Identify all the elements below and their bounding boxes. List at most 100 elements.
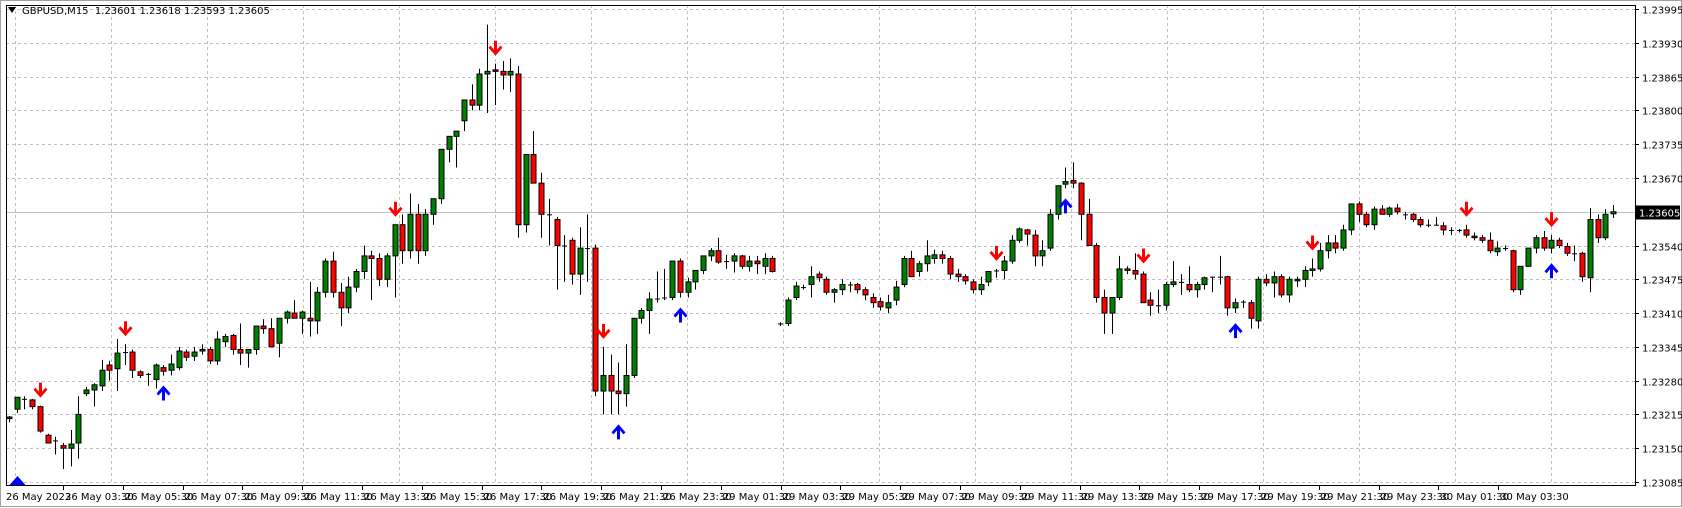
candle	[60, 443, 67, 470]
candle	[260, 319, 267, 334]
time-tick-label: 26 May 13:30	[364, 492, 433, 503]
candle	[415, 203, 422, 264]
candle	[585, 214, 590, 282]
time-tick-label: 26 May 11:30	[304, 492, 373, 503]
candle	[1241, 300, 1246, 308]
time-tick-label: 29 May 09:30	[962, 492, 1031, 503]
candle	[1410, 212, 1417, 223]
candle	[1163, 281, 1170, 311]
candle	[99, 359, 106, 392]
price-tick-label: 1.23150	[1642, 445, 1682, 456]
candle	[1503, 245, 1508, 251]
candle	[839, 279, 846, 295]
candle	[338, 282, 345, 327]
time-tick-label: 29 May 03:30	[783, 492, 852, 503]
candle	[214, 331, 221, 366]
candle	[530, 131, 537, 184]
candle	[29, 398, 36, 410]
candle	[222, 333, 229, 347]
up-arrow-icon	[1058, 198, 1073, 214]
candle	[284, 310, 291, 324]
ohlc-values: 1.23601 1.23618 1.23593 1.23605	[94, 6, 270, 17]
candle	[715, 237, 722, 264]
candle	[1255, 276, 1262, 329]
candle	[962, 274, 969, 285]
candle	[37, 405, 44, 433]
candle	[1510, 249, 1517, 293]
candle	[523, 154, 530, 233]
candle	[685, 277, 692, 298]
candle	[291, 300, 298, 319]
candle	[1317, 242, 1324, 272]
candle	[22, 396, 27, 410]
current-price-tag	[1636, 205, 1680, 220]
time-tick-label: 26 May 19:30	[543, 492, 612, 503]
candle	[114, 339, 121, 392]
candle	[307, 281, 314, 337]
candle	[1286, 276, 1293, 303]
candle	[823, 276, 830, 295]
candle	[1595, 214, 1602, 243]
candle	[877, 297, 884, 311]
candle	[1278, 274, 1285, 298]
candle	[646, 292, 653, 334]
down-arrow-icon	[118, 321, 133, 337]
candle	[1224, 275, 1231, 316]
candle	[1449, 227, 1454, 236]
candle	[916, 261, 923, 277]
candle	[562, 235, 567, 282]
candle	[1170, 261, 1177, 288]
candle	[515, 66, 522, 238]
time-tick-label: 30 May 03:30	[1500, 492, 1569, 503]
candle	[1572, 245, 1577, 262]
candle	[1541, 230, 1548, 251]
symbol-timeframe: GBPUSD,M15	[22, 6, 89, 17]
candle	[1124, 266, 1131, 275]
candle	[469, 84, 476, 111]
candle	[153, 363, 160, 389]
candle	[554, 216, 561, 290]
time-tick-label: 29 May 17:30	[1201, 492, 1270, 503]
candle	[1218, 255, 1223, 285]
dropdown-triangle-icon[interactable]	[8, 7, 16, 13]
candle	[724, 254, 729, 269]
candle	[1093, 242, 1100, 303]
down-arrow-icon	[596, 323, 611, 339]
candle	[1263, 274, 1270, 287]
candle	[1101, 289, 1108, 334]
candle	[1579, 251, 1586, 282]
candle	[1039, 240, 1046, 267]
candle	[1078, 182, 1085, 241]
candle	[1179, 274, 1184, 295]
candle	[1517, 265, 1524, 295]
time-tick-label: 30 May 01:30	[1440, 492, 1509, 503]
down-arrow-icon	[388, 201, 403, 217]
candle	[1140, 271, 1147, 304]
candle	[1062, 167, 1069, 189]
candle	[237, 323, 244, 366]
candle	[392, 224, 399, 298]
candle	[848, 281, 853, 293]
candle	[407, 193, 414, 259]
candle	[739, 254, 746, 269]
candle	[53, 436, 58, 455]
down-arrow-icon	[1136, 248, 1151, 264]
candle	[801, 284, 806, 290]
candle	[245, 348, 252, 368]
candle	[631, 317, 638, 379]
time-tick-label: 29 May 11:30	[1022, 492, 1091, 503]
candle	[1556, 237, 1563, 249]
candle	[1587, 208, 1594, 293]
candle	[1116, 255, 1123, 301]
candle	[816, 271, 823, 282]
time-tick-label: 29 May 05:30	[842, 492, 911, 503]
chart-title: GBPUSD,M15 1.23601 1.23618 1.23593 1.236…	[8, 6, 270, 17]
up-arrow-icon	[673, 307, 688, 323]
price-tick-label: 1.23670	[1642, 175, 1682, 186]
candle	[1487, 232, 1494, 254]
candle	[1340, 224, 1347, 251]
candle	[314, 287, 321, 334]
price-tick-label: 1.23540	[1642, 243, 1682, 254]
candle	[1186, 266, 1193, 293]
